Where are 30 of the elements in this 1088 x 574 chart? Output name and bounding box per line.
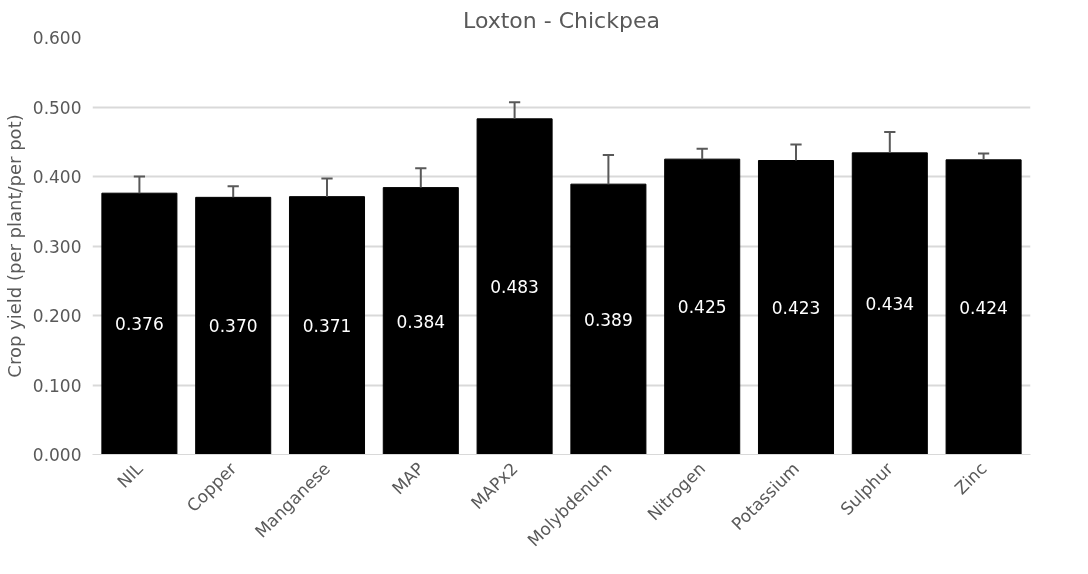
data-label: 0.371 (302, 316, 352, 337)
bar (382, 187, 459, 455)
bar (570, 183, 647, 455)
data-label: 0.384 (396, 311, 446, 332)
bar (101, 192, 178, 455)
data-label: 0.424 (959, 297, 1008, 318)
data-label: 0.423 (771, 298, 821, 319)
data-label: 0.370 (208, 316, 258, 337)
bar (288, 196, 366, 455)
data-label: 0.483 (490, 277, 539, 298)
bar (757, 160, 835, 455)
data-label: 0.389 (584, 309, 633, 330)
y-tick-label: 0.200 (32, 306, 82, 326)
data-label: 0.425 (677, 297, 727, 318)
bar (476, 118, 553, 455)
y-tick-label: 0.400 (32, 167, 82, 187)
data-label: 0.376 (115, 314, 164, 335)
bar (851, 152, 928, 455)
y-tick-label: 0.100 (32, 375, 82, 396)
y-axis-title: Crop yield (per plant/per pot) (3, 114, 25, 378)
y-tick-label: 0.000 (32, 445, 82, 465)
chart-title: Loxton - Chickpea (463, 7, 660, 33)
y-tick-label: 0.300 (32, 236, 82, 257)
data-label: 0.434 (865, 294, 915, 315)
bar (195, 196, 272, 455)
x-tick-label: NIL (113, 458, 147, 492)
bar (945, 159, 1022, 455)
y-tick-label: 0.500 (32, 97, 82, 118)
y-tick-label: 0.600 (32, 28, 82, 48)
bar (664, 158, 741, 455)
